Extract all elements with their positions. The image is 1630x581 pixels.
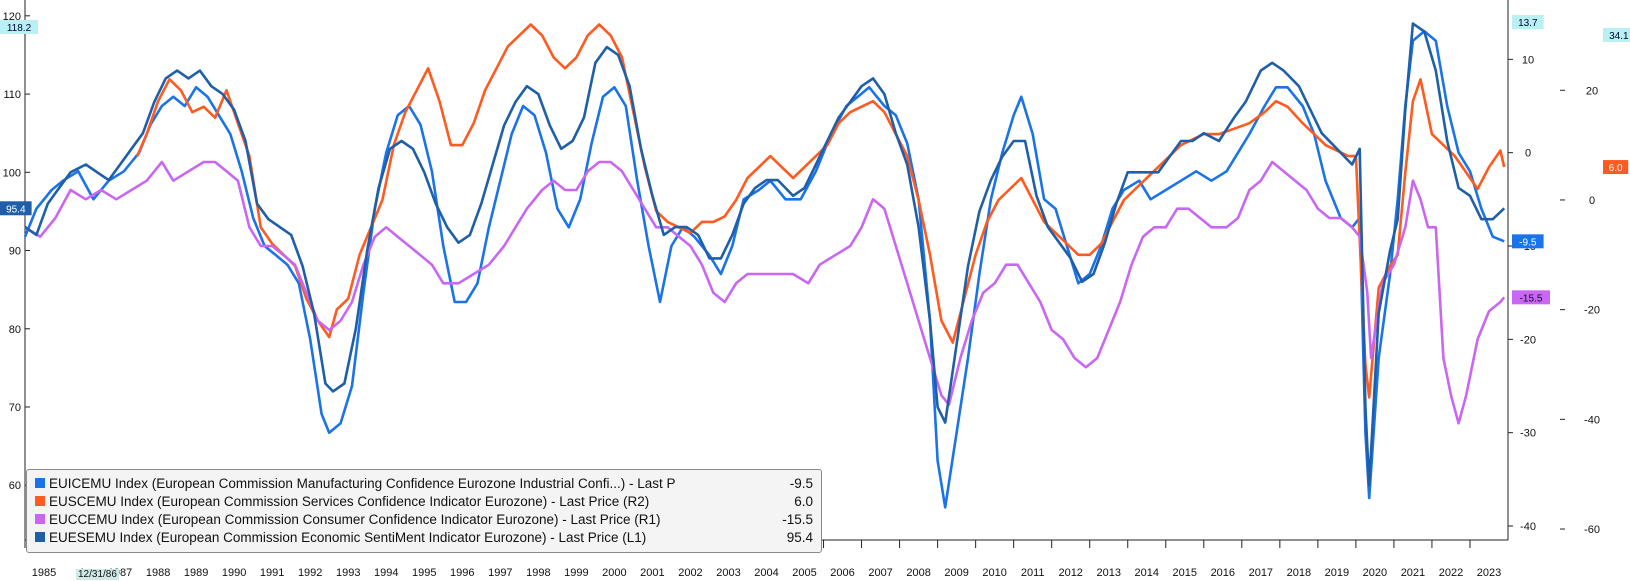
series-line — [136, 23, 1506, 399]
chart-axes: 60708090100110120-40-30-20-10010-60-40-2… — [3, 0, 1600, 579]
legend-value: 95.4 — [786, 529, 813, 545]
legend-item: EUICEMU Index (European Commission Manuf… — [35, 474, 813, 492]
y-tick-label-left: 90 — [9, 246, 21, 258]
date-marker: 12/31/86 — [76, 569, 119, 580]
y-tick-label-right1: 0 — [1525, 148, 1531, 160]
y-tick-label-left: 80 — [9, 324, 21, 336]
y-tick-label-right2: 0 — [1589, 195, 1595, 207]
x-tick-label: 2007 — [868, 567, 892, 579]
x-tick-label: 2010 — [982, 567, 1006, 579]
legend-label: EUCCEMU Index (European Commission Consu… — [49, 511, 661, 527]
legend-value: -9.5 — [789, 475, 813, 491]
axis-tag: 13.7 — [1518, 18, 1538, 29]
legend-label: EUSCEMU Index (European Commission Servi… — [49, 493, 650, 509]
x-tick-label: 2011 — [1021, 567, 1045, 579]
x-tick-label: 1999 — [564, 567, 588, 579]
series-line — [24, 22, 1506, 487]
x-tick-label: 2023 — [1477, 567, 1501, 579]
legend-item: EUESEMU Index (European Commission Econo… — [35, 528, 813, 546]
x-tick-label: 1990 — [222, 567, 246, 579]
legend-item: EUCCEMU Index (European Commission Consu… — [35, 510, 813, 528]
x-tick-label: 2014 — [1135, 567, 1159, 579]
axis-tag-bg — [1512, 234, 1544, 249]
x-tick-label: 2013 — [1096, 567, 1120, 579]
x-tick-label: 1991 — [260, 567, 284, 579]
y-tick-label-right2: -40 — [1584, 414, 1600, 426]
x-tick-label: 2020 — [1363, 567, 1387, 579]
x-tick-label: 2022 — [1439, 567, 1463, 579]
x-tick-label: 1995 — [412, 567, 436, 579]
y-tick-label-right2: -60 — [1584, 524, 1600, 536]
axis-value-tags: 118.2 13.7 34.1 95.4 6.0 -9.5 -15.5 — [0, 15, 1630, 305]
x-tick-label: 2003 — [716, 567, 740, 579]
x-tick-label: 1992 — [298, 567, 322, 579]
legend-label: EUICEMU Index (European Commission Manuf… — [49, 475, 676, 491]
y-tick-label-right1: -30 — [1520, 428, 1536, 440]
x-tick-label: 2019 — [1325, 567, 1349, 579]
x-tick-label: 1989 — [184, 567, 208, 579]
legend-swatch — [35, 514, 45, 524]
legend-swatch — [35, 496, 45, 506]
legend-swatch — [35, 478, 45, 488]
x-tick-label: 2021 — [1401, 567, 1425, 579]
y-tick-label-right2: 20 — [1586, 85, 1598, 97]
series-line — [24, 160, 1506, 425]
x-tick-label: 2000 — [602, 567, 626, 579]
series-line — [23, 30, 1505, 509]
axis-tag: 6.0 — [1609, 163, 1623, 174]
y-tick-label-left: 70 — [9, 402, 21, 414]
axis-tag: -15.5 — [1520, 293, 1543, 304]
x-tick-label: 2012 — [1058, 567, 1082, 579]
x-tick-label: 1994 — [374, 567, 398, 579]
axis-tag-bg — [1512, 290, 1550, 305]
x-tick-label: 2002 — [678, 567, 702, 579]
x-tick-label: 2008 — [906, 567, 930, 579]
y-tick-label-right1: -20 — [1520, 334, 1536, 346]
y-tick-label-left: 100 — [3, 167, 21, 179]
y-tick-label-left: 120 — [3, 11, 21, 23]
legend-label: EUESEMU Index (European Commission Econo… — [49, 529, 647, 545]
axis-tag-bg — [1603, 160, 1629, 175]
x-tick-label: 2006 — [830, 567, 854, 579]
y-tick-label-right2: -20 — [1584, 305, 1600, 317]
axis-tag-bg — [0, 20, 38, 34]
x-tick-label: 2004 — [754, 567, 778, 579]
x-tick-label: 2009 — [944, 567, 968, 579]
legend-value: 6.0 — [794, 493, 813, 509]
x-tick-label: 1997 — [488, 567, 512, 579]
x-tick-label: 1985 — [32, 567, 56, 579]
axis-tag-bg — [1512, 15, 1544, 29]
x-tick-label: 1998 — [526, 567, 550, 579]
axis-tag: 34.1 — [1609, 31, 1629, 42]
axis-tag: 118.2 — [7, 23, 32, 34]
y-tick-label-left: 110 — [3, 89, 21, 101]
axis-tag-bg — [1603, 28, 1630, 42]
axis-tag: -9.5 — [1519, 237, 1537, 248]
y-tick-label-right1: -40 — [1520, 521, 1536, 533]
x-tick-label: 1993 — [336, 567, 360, 579]
y-tick-label-right1: 10 — [1522, 54, 1534, 66]
x-tick-label: 2015 — [1173, 567, 1197, 579]
x-tick-label: 2001 — [640, 567, 664, 579]
x-tick-label: 1988 — [146, 567, 170, 579]
y-tick-label-left: 60 — [9, 480, 21, 492]
legend-swatch — [35, 532, 45, 542]
legend-value: -15.5 — [782, 511, 813, 527]
x-tick-label: 2018 — [1287, 567, 1311, 579]
legend: EUICEMU Index (European Commission Manuf… — [26, 469, 822, 553]
x-tick-label: 2005 — [792, 567, 816, 579]
axis-tag: 95.4 — [6, 204, 26, 215]
legend-item: EUSCEMU Index (European Commission Servi… — [35, 492, 813, 510]
x-tick-label: 1996 — [450, 567, 474, 579]
x-tick-label: 2016 — [1211, 567, 1235, 579]
x-tick-label: 2017 — [1249, 567, 1273, 579]
series-layer — [23, 22, 1506, 509]
axis-tag-bg — [0, 201, 32, 216]
